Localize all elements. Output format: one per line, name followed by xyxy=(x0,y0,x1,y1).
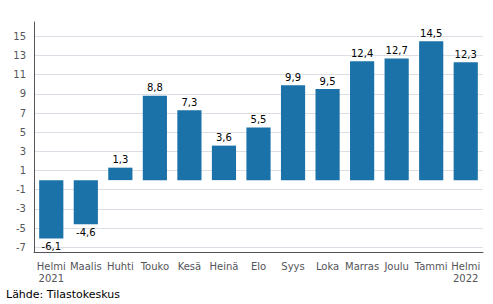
svg-text:9: 9 xyxy=(20,88,26,99)
svg-text:13: 13 xyxy=(13,50,26,61)
svg-text:-1: -1 xyxy=(16,184,26,195)
svg-text:3: 3 xyxy=(20,146,26,157)
svg-text:11: 11 xyxy=(13,69,26,80)
svg-text:Huhti: Huhti xyxy=(107,261,134,272)
svg-text:15: 15 xyxy=(13,31,26,42)
svg-text:Elo: Elo xyxy=(251,261,266,272)
svg-text:-4,6: -4,6 xyxy=(76,227,96,238)
svg-text:Joulu: Joulu xyxy=(383,261,409,272)
svg-text:Helmi: Helmi xyxy=(37,261,66,272)
svg-text:Loka: Loka xyxy=(316,261,339,272)
svg-text:Tammi: Tammi xyxy=(414,261,448,272)
svg-text:12,7: 12,7 xyxy=(386,45,408,56)
svg-text:Kesä: Kesä xyxy=(178,261,202,272)
svg-text:Syys: Syys xyxy=(281,261,304,272)
svg-text:5,5: 5,5 xyxy=(251,114,267,125)
svg-text:2022: 2022 xyxy=(453,273,478,284)
svg-text:Marras: Marras xyxy=(345,261,379,272)
svg-text:Touko: Touko xyxy=(140,261,169,272)
svg-text:-6,1: -6,1 xyxy=(42,241,62,252)
svg-text:Helmi: Helmi xyxy=(451,261,480,272)
svg-text:5: 5 xyxy=(20,127,26,138)
svg-text:12,3: 12,3 xyxy=(455,49,477,60)
svg-text:9,9: 9,9 xyxy=(285,72,301,83)
svg-text:7: 7 xyxy=(20,108,26,119)
svg-text:8,8: 8,8 xyxy=(147,82,163,93)
svg-text:9,5: 9,5 xyxy=(320,76,336,87)
svg-text:Maalis: Maalis xyxy=(70,261,102,272)
svg-text:Heinä: Heinä xyxy=(210,261,239,272)
svg-text:14,5: 14,5 xyxy=(420,28,442,39)
svg-text:2021: 2021 xyxy=(39,273,64,284)
svg-text:1: 1 xyxy=(20,165,26,176)
svg-text:-5: -5 xyxy=(16,223,26,234)
svg-text:-7: -7 xyxy=(16,242,26,253)
svg-text:3,6: 3,6 xyxy=(216,132,232,143)
svg-text:12,4: 12,4 xyxy=(351,48,373,59)
svg-text:-3: -3 xyxy=(16,203,26,214)
svg-text:1,3: 1,3 xyxy=(112,154,128,165)
svg-text:7,3: 7,3 xyxy=(181,97,197,108)
svg-text:Lähde: Tilastokeskus: Lähde: Tilastokeskus xyxy=(6,288,120,301)
